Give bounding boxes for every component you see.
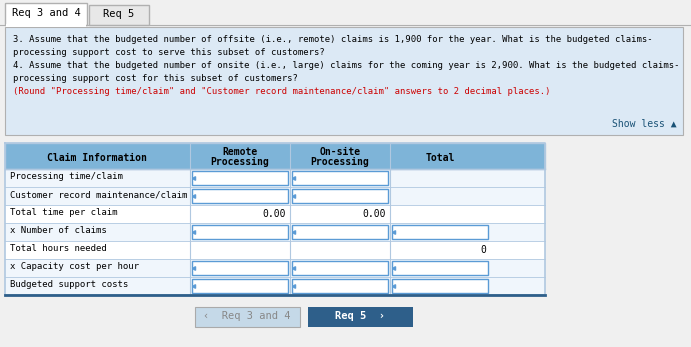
Text: processing support cost to serve this subset of customers?: processing support cost to serve this su… <box>13 48 325 57</box>
FancyBboxPatch shape <box>5 277 545 295</box>
FancyBboxPatch shape <box>392 279 488 293</box>
FancyBboxPatch shape <box>89 5 149 25</box>
FancyBboxPatch shape <box>192 279 288 293</box>
FancyBboxPatch shape <box>192 171 288 185</box>
Text: Req 3 and 4: Req 3 and 4 <box>12 8 80 18</box>
Text: 0: 0 <box>480 245 486 255</box>
FancyBboxPatch shape <box>195 307 300 327</box>
FancyBboxPatch shape <box>5 27 683 135</box>
FancyBboxPatch shape <box>392 225 488 239</box>
Text: Total time per claim: Total time per claim <box>10 208 117 217</box>
Text: x Capacity cost per hour: x Capacity cost per hour <box>10 262 139 271</box>
FancyBboxPatch shape <box>192 261 288 275</box>
Text: Total: Total <box>426 153 455 163</box>
FancyBboxPatch shape <box>5 3 87 25</box>
Text: Total hours needed: Total hours needed <box>10 244 106 253</box>
FancyBboxPatch shape <box>5 241 545 259</box>
FancyBboxPatch shape <box>292 261 388 275</box>
Text: Req 5  ›: Req 5 › <box>335 311 385 321</box>
Text: 3. Assume that the budgeted number of offsite (i.e., remote) claims is 1,900 for: 3. Assume that the budgeted number of of… <box>13 35 652 44</box>
FancyBboxPatch shape <box>292 279 388 293</box>
Text: 0.00: 0.00 <box>263 209 286 219</box>
Text: Processing: Processing <box>311 157 370 167</box>
FancyBboxPatch shape <box>292 171 388 185</box>
Text: Req 5: Req 5 <box>104 9 135 19</box>
FancyBboxPatch shape <box>6 24 86 27</box>
FancyBboxPatch shape <box>5 259 545 277</box>
Text: 4. Assume that the budgeted number of onsite (i.e., large) claims for the coming: 4. Assume that the budgeted number of on… <box>13 61 679 70</box>
FancyBboxPatch shape <box>292 225 388 239</box>
FancyBboxPatch shape <box>5 205 545 223</box>
FancyBboxPatch shape <box>192 189 288 203</box>
Text: Customer record maintenance/claim: Customer record maintenance/claim <box>10 190 187 199</box>
FancyBboxPatch shape <box>292 189 388 203</box>
Text: 0.00: 0.00 <box>363 209 386 219</box>
Text: ‹  Req 3 and 4: ‹ Req 3 and 4 <box>203 311 291 321</box>
Text: Show less ▲: Show less ▲ <box>612 119 677 129</box>
FancyBboxPatch shape <box>392 261 488 275</box>
FancyBboxPatch shape <box>5 187 545 205</box>
Text: Claim Information: Claim Information <box>47 153 147 163</box>
FancyBboxPatch shape <box>5 223 545 241</box>
Text: On-site: On-site <box>319 147 361 157</box>
Text: processing support cost for this subset of customers?: processing support cost for this subset … <box>13 74 298 83</box>
Text: Processing time/claim: Processing time/claim <box>10 172 123 181</box>
FancyBboxPatch shape <box>5 169 545 187</box>
Text: Processing: Processing <box>211 157 269 167</box>
FancyBboxPatch shape <box>192 225 288 239</box>
Text: Budgeted support costs: Budgeted support costs <box>10 280 129 289</box>
Text: Remote: Remote <box>223 147 258 157</box>
FancyBboxPatch shape <box>5 143 545 169</box>
Text: x Number of claims: x Number of claims <box>10 226 106 235</box>
Text: (Round "Processing time/claim" and "Customer record maintenance/claim" answers t: (Round "Processing time/claim" and "Cust… <box>13 87 551 96</box>
FancyBboxPatch shape <box>308 307 413 327</box>
